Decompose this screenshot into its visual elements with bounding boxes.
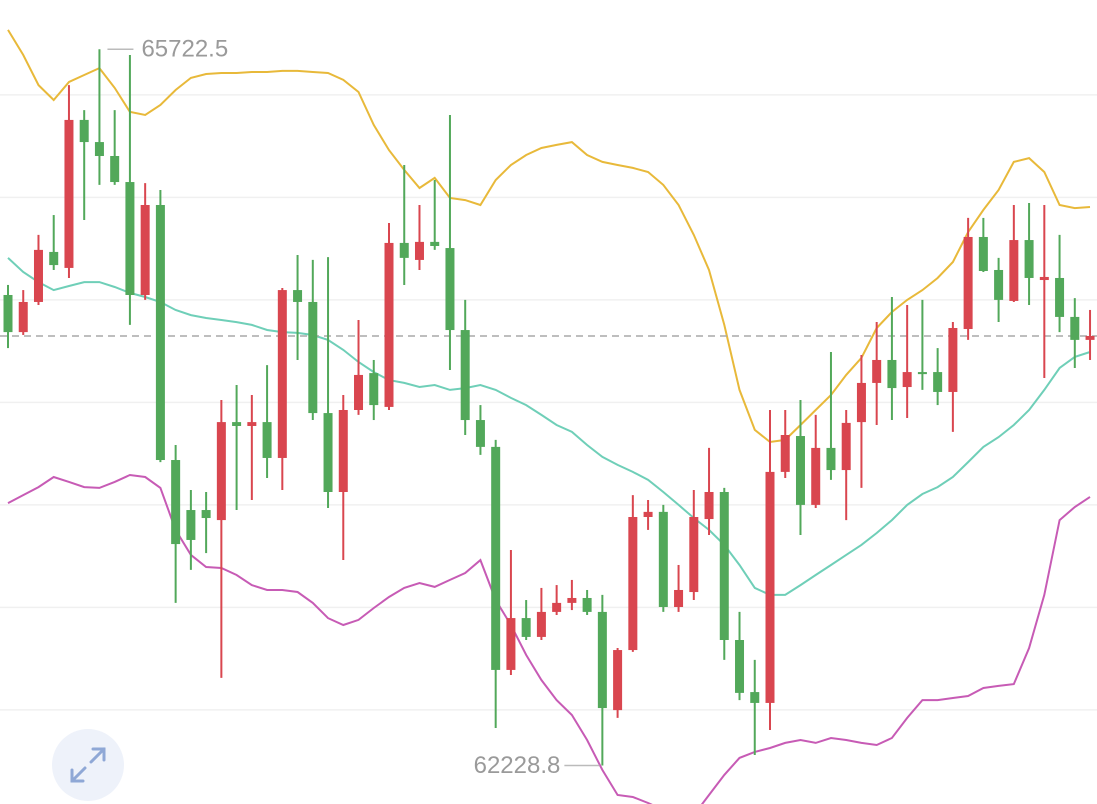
candle-body xyxy=(856,382,866,423)
candle-body xyxy=(3,294,13,333)
candle-body xyxy=(186,510,196,540)
candle-body xyxy=(963,236,973,330)
candle-body xyxy=(750,692,760,703)
candle-body xyxy=(582,597,592,612)
candle-body xyxy=(399,242,409,258)
candle-body xyxy=(536,611,546,637)
candle-body xyxy=(293,290,303,302)
candle-body xyxy=(613,650,623,711)
candle-body xyxy=(811,447,821,505)
candle-body xyxy=(902,372,912,388)
expand-icon xyxy=(70,747,106,783)
expand-button-bg[interactable] xyxy=(52,729,124,801)
candle-body xyxy=(247,422,257,426)
candle-body xyxy=(948,327,958,392)
candle-body xyxy=(18,301,28,333)
candle-body xyxy=(887,359,897,389)
candle-body xyxy=(323,413,333,492)
candle-body xyxy=(994,269,1004,300)
candle-body xyxy=(1085,335,1095,340)
candle-body xyxy=(567,597,577,603)
candle-body xyxy=(277,290,287,458)
candle-body xyxy=(795,436,805,505)
candle-body xyxy=(414,241,424,260)
candle-body xyxy=(125,182,135,295)
candle-body xyxy=(232,422,242,426)
candle-body xyxy=(689,517,699,593)
candle-body xyxy=(1039,276,1049,281)
candle-body xyxy=(933,372,943,392)
candles xyxy=(3,49,1095,766)
bands xyxy=(0,29,1097,804)
candle-body xyxy=(64,119,74,268)
candle-body xyxy=(1009,240,1019,301)
candle-body xyxy=(445,248,455,331)
candle-body xyxy=(460,330,470,421)
band-middle xyxy=(7,257,1091,596)
candle-body xyxy=(491,446,501,670)
candle-body xyxy=(978,236,988,272)
candle-body xyxy=(384,242,394,407)
candle-body xyxy=(171,460,181,545)
candle-body xyxy=(140,204,150,295)
expand-button[interactable] xyxy=(52,729,124,801)
candle-body xyxy=(872,359,882,383)
candle-body xyxy=(354,374,364,410)
candle-body xyxy=(628,517,638,651)
candle-body xyxy=(735,640,745,693)
candle-body xyxy=(521,618,531,637)
candle-body xyxy=(917,372,927,375)
min-label: 62228.8 xyxy=(474,752,561,779)
candle-body xyxy=(475,420,485,447)
candle-body xyxy=(765,471,775,703)
candle-body xyxy=(1055,277,1065,317)
band-upper xyxy=(7,29,1091,444)
candle-body xyxy=(201,510,211,519)
candle-body xyxy=(338,409,348,492)
candle-body xyxy=(674,589,684,607)
max-label: 65722.5 xyxy=(141,36,228,63)
candle-body xyxy=(704,491,714,520)
candle-body xyxy=(216,422,226,521)
candle-body xyxy=(110,156,120,183)
annotations: 65722.5 62228.8 xyxy=(107,36,600,779)
candle-body xyxy=(33,249,43,302)
candle-body xyxy=(262,422,272,458)
candle-body xyxy=(506,618,516,670)
candle-body xyxy=(597,611,607,709)
candle-body xyxy=(841,422,851,471)
candle-body xyxy=(369,373,379,406)
grid xyxy=(0,94,1097,711)
candle-body xyxy=(155,204,165,461)
candle-body xyxy=(79,119,89,143)
band-lower xyxy=(7,473,1091,804)
candle-body xyxy=(719,491,729,641)
candle-body xyxy=(1070,316,1080,340)
candle-body xyxy=(643,511,653,518)
candle-body xyxy=(308,301,318,414)
candle-body xyxy=(552,602,562,612)
candle-body xyxy=(49,251,59,266)
candle-body xyxy=(658,511,668,607)
candle-body xyxy=(430,241,440,246)
candle-body xyxy=(94,142,104,157)
candle-body xyxy=(826,447,836,471)
candle-body xyxy=(780,435,790,472)
candle-body xyxy=(1024,240,1034,278)
